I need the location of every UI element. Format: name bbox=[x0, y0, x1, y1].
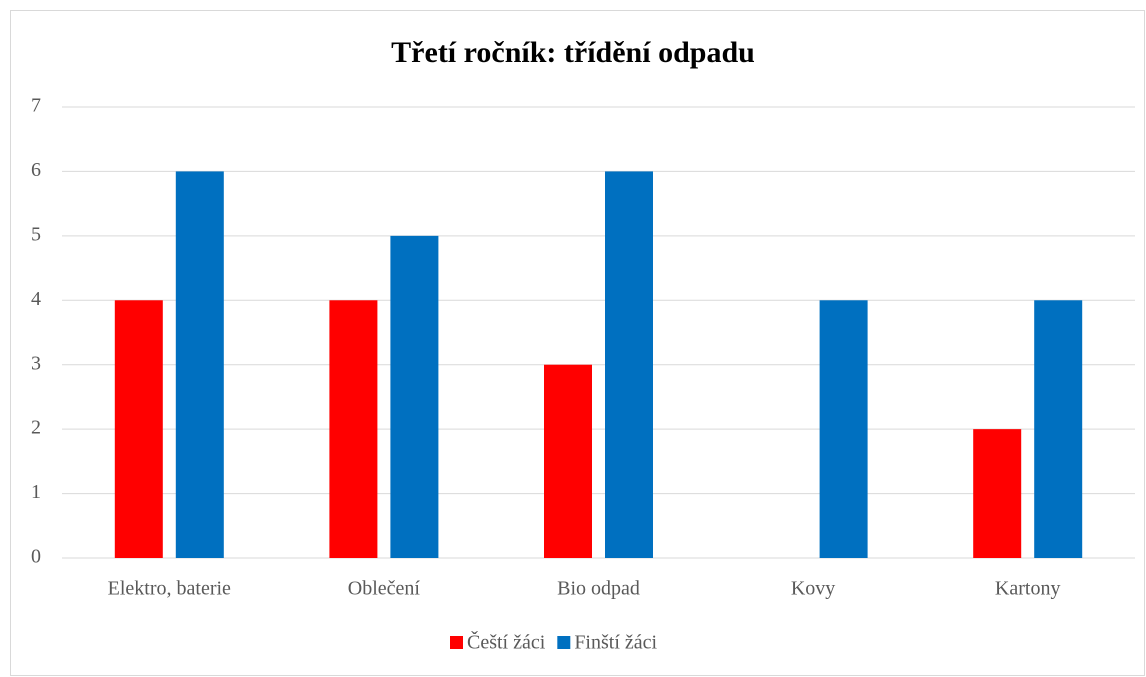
legend-swatch bbox=[450, 636, 463, 649]
y-tick-label: 3 bbox=[31, 352, 41, 374]
y-tick-label: 0 bbox=[31, 546, 41, 568]
bar bbox=[544, 364, 592, 558]
bar bbox=[605, 171, 653, 558]
y-tick-label: 6 bbox=[31, 159, 41, 181]
bar bbox=[114, 300, 163, 558]
x-tick-label: Kartony bbox=[995, 578, 1061, 600]
x-tick-label: Oblečení bbox=[348, 578, 421, 600]
x-tick-label: Elektro, baterie bbox=[108, 578, 231, 600]
bar bbox=[390, 235, 439, 558]
legend-label: Čeští žáci bbox=[467, 630, 546, 654]
y-tick-label: 1 bbox=[31, 481, 41, 503]
bar bbox=[973, 429, 1022, 558]
y-tick-label: 5 bbox=[31, 223, 41, 245]
legend-label: Finští žáci bbox=[574, 632, 657, 654]
legend-swatch bbox=[557, 636, 571, 649]
bar bbox=[819, 300, 868, 558]
bar bbox=[175, 171, 224, 558]
x-tick-label: Bio odpad bbox=[557, 578, 640, 600]
x-tick-label: Kovy bbox=[791, 578, 835, 600]
chart-title: Třetí ročník: třídění odpadu bbox=[391, 36, 755, 69]
y-tick-label: 4 bbox=[31, 288, 41, 310]
bar bbox=[329, 300, 378, 558]
y-tick-label: 2 bbox=[31, 417, 41, 439]
bar bbox=[1034, 300, 1083, 558]
y-tick-label: 7 bbox=[31, 95, 41, 117]
